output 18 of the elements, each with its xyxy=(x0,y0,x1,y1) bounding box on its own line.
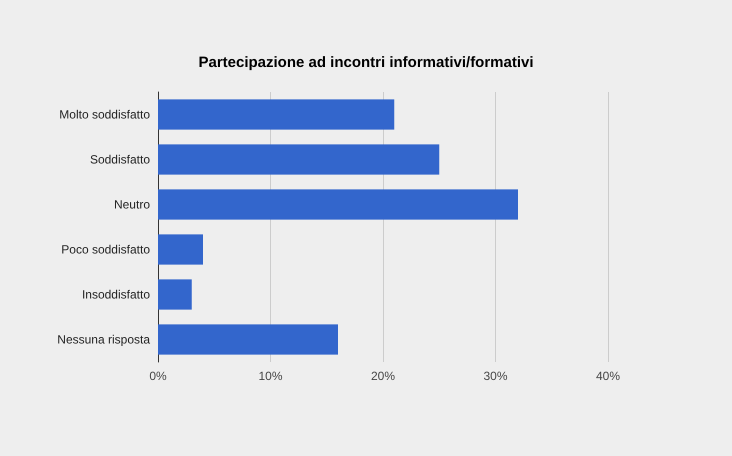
x-tick-label: 40% xyxy=(596,369,620,383)
bar xyxy=(158,189,518,220)
bar xyxy=(158,324,338,355)
bar xyxy=(158,144,440,175)
bar xyxy=(158,279,192,310)
x-tick-label: 20% xyxy=(370,369,396,383)
x-tick-label: 30% xyxy=(483,369,508,383)
y-tick-label: Nessuna risposta xyxy=(57,332,150,346)
chart-title: Partecipazione ad incontri informativi/formativi xyxy=(198,54,534,71)
x-tick-label: 0% xyxy=(149,369,167,383)
y-tick-label: Soddisfatto xyxy=(90,152,150,166)
y-tick-label: Insoddisfatto xyxy=(82,288,150,302)
y-tick-label: Molto soddisfatto xyxy=(59,108,150,122)
y-tick-label: Poco soddisfatto xyxy=(61,242,150,256)
bar xyxy=(158,234,203,265)
y-tick-label: Neutro xyxy=(114,198,150,212)
bar xyxy=(158,99,394,130)
x-tick-label: 10% xyxy=(258,369,283,383)
